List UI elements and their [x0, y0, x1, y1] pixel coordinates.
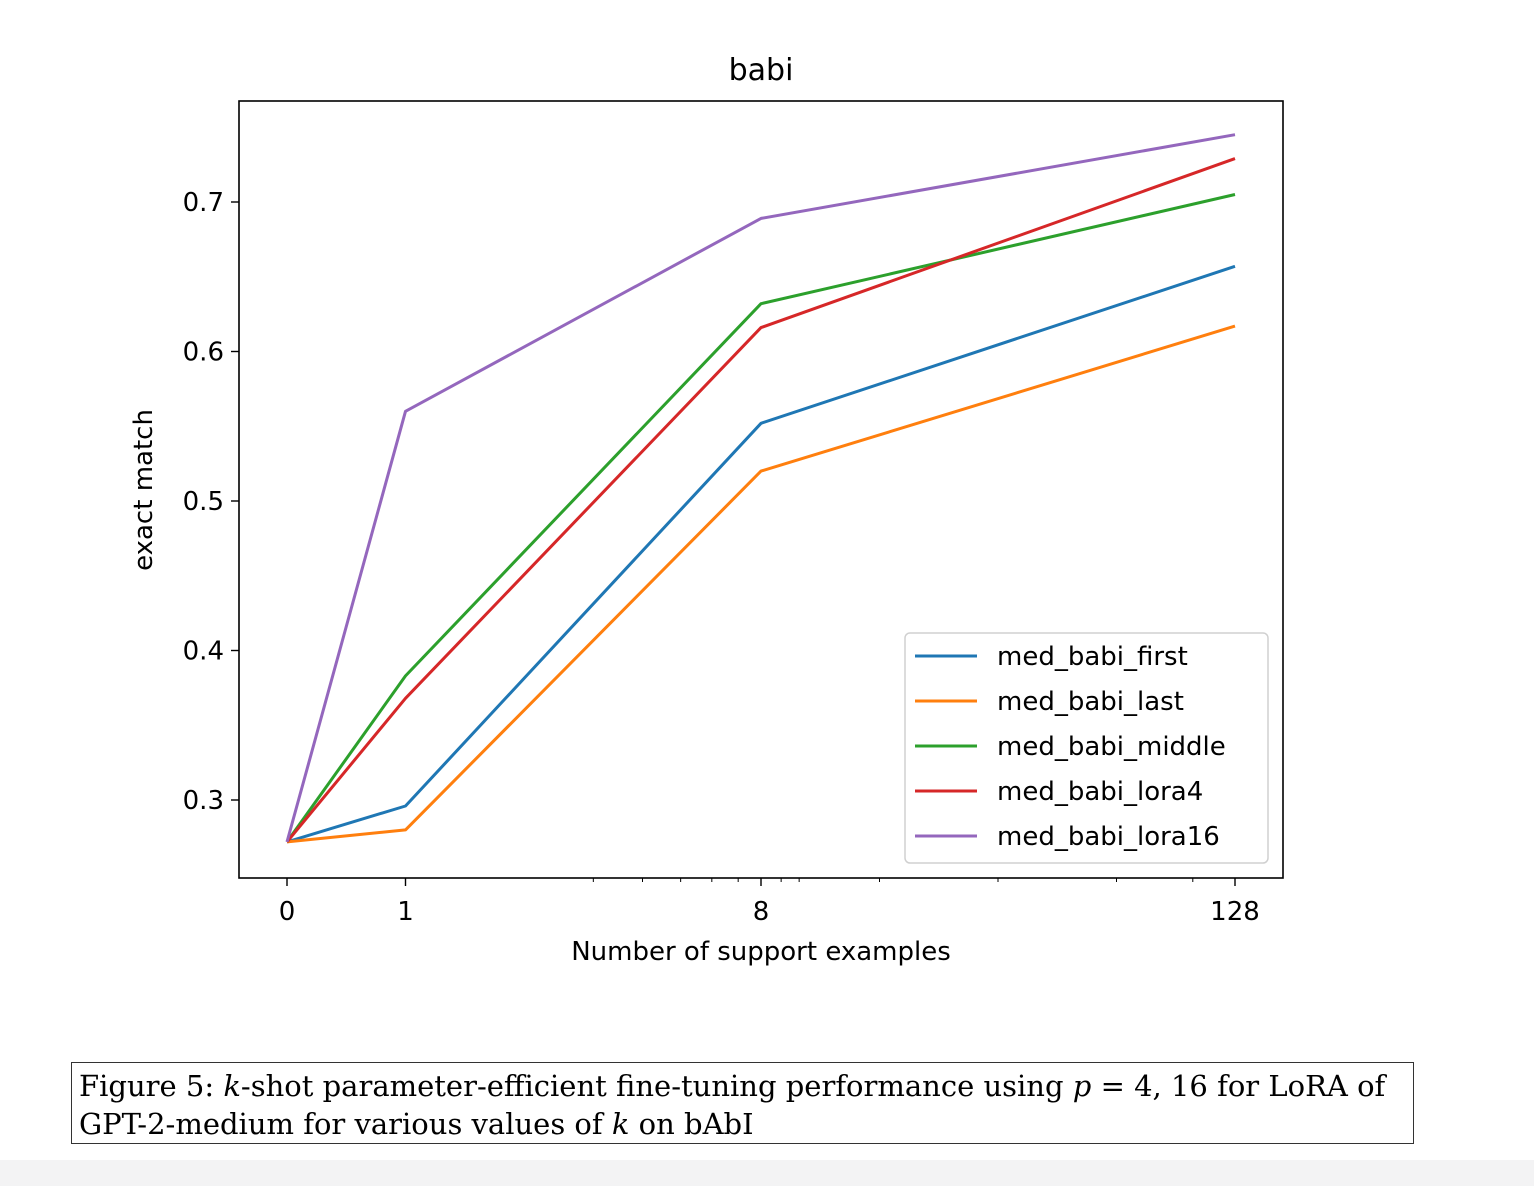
caption-p-variable: p [1072, 1069, 1092, 1103]
series-line-med_babi_first [286, 264, 1236, 844]
caption-text-2: for LoRA of GPT-2-medium for various val… [79, 1069, 1386, 1141]
y-axis-label: exact match [129, 409, 159, 571]
legend-label: med_babi_lora4 [997, 777, 1203, 807]
legend: med_babi_first med_babi_last med_babi_midd… [904, 632, 1269, 864]
x-tick-label: 0 [279, 897, 296, 927]
y-tick-label: 0.5 [183, 487, 224, 517]
legend-label: med_babi_last [997, 687, 1184, 717]
series-line-med_babi_lora16 [285, 133, 1236, 843]
caption-text-1: -shot parameter-efficient fine-tuning pe… [240, 1069, 1064, 1103]
legend-box [904, 632, 1269, 864]
plot-area [285, 133, 1236, 844]
figure-caption: Figure 5: k-shot parameter-efficient fin… [71, 1062, 1414, 1144]
legend-label: med_babi_lora16 [997, 822, 1220, 852]
caption-equation: = 4, 16 [1100, 1069, 1208, 1103]
caption-k-variable-2: k [611, 1107, 630, 1141]
caption-k-variable: k [223, 1069, 241, 1103]
y-tick-label: 0.7 [183, 188, 224, 218]
series-line-med_babi_lora4 [285, 157, 1236, 843]
x-tick-label: 1 [397, 897, 414, 927]
series-line-med_babi_middle [285, 193, 1236, 843]
axes: 0.3 0.4 0.5 0.6 0.7 0 1 8 128 [183, 188, 1260, 927]
chart-title: babi [729, 53, 794, 88]
caption-text-3: on bAbI [638, 1107, 754, 1141]
y-tick-label: 0.4 [183, 637, 224, 667]
x-axis-label: Number of support examples [571, 937, 951, 967]
legend-label: med_babi_middle [997, 732, 1226, 762]
y-tick-label: 0.3 [183, 786, 224, 816]
series-line-med_babi_last [286, 324, 1236, 844]
legend-label: med_babi_first [997, 642, 1188, 672]
y-tick-label: 0.6 [183, 338, 224, 368]
x-tick-label: 128 [1210, 897, 1260, 927]
x-tick-label: 8 [753, 897, 770, 927]
page-bottom-strip [0, 1160, 1534, 1186]
caption-label: Figure 5: [79, 1069, 215, 1103]
